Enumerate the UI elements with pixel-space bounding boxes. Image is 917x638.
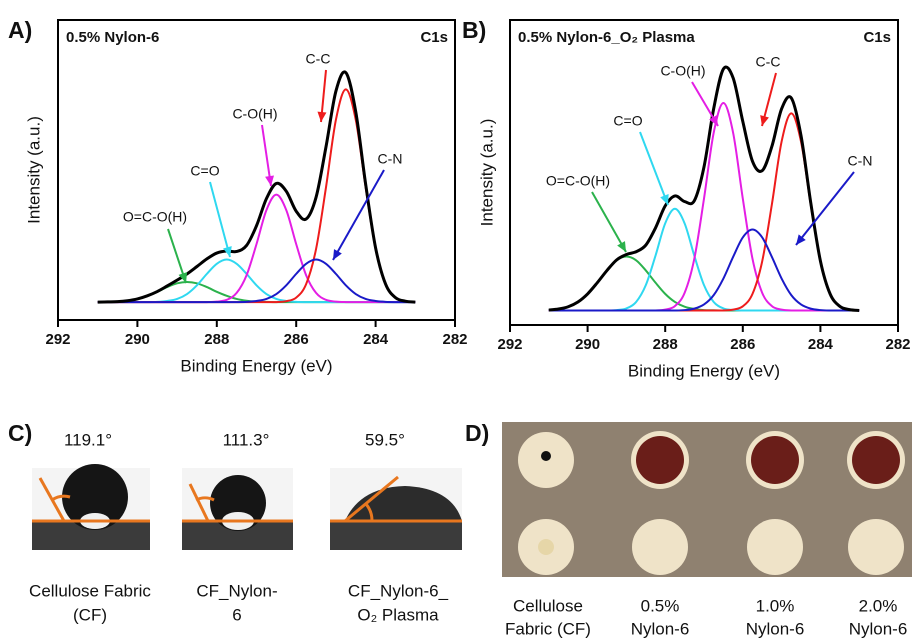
sample-caption: Fabric (CF) bbox=[505, 619, 591, 638]
x-tick-label: 292 bbox=[45, 331, 70, 348]
chart-title: 0.5% Nylon-6 bbox=[66, 29, 159, 46]
component-peak bbox=[97, 258, 416, 304]
peak-label: C-O(H) bbox=[660, 63, 705, 79]
peak-label: C-C bbox=[756, 54, 781, 70]
peak-label: C=O bbox=[613, 113, 642, 129]
annotation-arrow bbox=[209, 181, 231, 258]
annotation-arrowhead bbox=[796, 234, 806, 245]
sample-caption: 2.0% bbox=[859, 596, 898, 615]
x-tick-label: 292 bbox=[497, 336, 522, 353]
annotation-arrowhead bbox=[223, 246, 232, 257]
x-tick-label: 284 bbox=[363, 331, 389, 348]
x-tick-label: 282 bbox=[885, 336, 910, 353]
panel-label: A) bbox=[8, 17, 32, 43]
annotation-arrowhead bbox=[760, 115, 769, 126]
annotation-arrowhead bbox=[265, 175, 274, 186]
peak-label: O=C-O(H) bbox=[546, 173, 610, 189]
contact-angle-images bbox=[32, 464, 462, 550]
sample-caption: Cellulose bbox=[513, 596, 583, 615]
peak-label: C-O(H) bbox=[232, 106, 277, 122]
chart-note: C1s bbox=[420, 29, 448, 46]
y-axis-label: Intensity (a.u.) bbox=[477, 119, 496, 227]
annotation-arrowhead bbox=[333, 249, 342, 260]
x-tick-label: 286 bbox=[730, 336, 755, 353]
peak-label: C-N bbox=[378, 151, 403, 167]
sample-caption: 6 bbox=[232, 605, 241, 624]
x-tick-label: 290 bbox=[125, 331, 150, 348]
envelope-curve bbox=[548, 65, 860, 312]
sample-caption: O₂ Plasma bbox=[357, 605, 439, 624]
envelope-curve bbox=[97, 70, 416, 304]
contact-angle: 111.3° bbox=[223, 430, 270, 449]
sample-caption: 1.0% bbox=[756, 596, 795, 615]
peak-label: C=O bbox=[190, 163, 219, 179]
annotation-arrowhead bbox=[178, 272, 188, 283]
annotation-arrow bbox=[261, 124, 272, 187]
plot-frame bbox=[509, 19, 899, 326]
x-tick-label: 288 bbox=[204, 331, 229, 348]
annotation-arrow bbox=[591, 191, 627, 253]
x-tick-label: 288 bbox=[653, 336, 678, 353]
stain-photo bbox=[502, 422, 912, 577]
component-peak bbox=[548, 228, 860, 312]
sample-caption: CF_Nylon- bbox=[196, 581, 277, 600]
annotation-arrow bbox=[639, 131, 669, 206]
chart-note: C1s bbox=[863, 29, 891, 46]
contact-angle: 119.1° bbox=[64, 430, 112, 449]
sample-caption: 0.5% bbox=[641, 596, 680, 615]
x-tick-label: 282 bbox=[442, 331, 467, 348]
sample-caption: Nylon-6 bbox=[631, 619, 690, 638]
y-axis-label: Intensity (a.u.) bbox=[24, 116, 43, 224]
annotation-arrow bbox=[332, 169, 385, 261]
annotation-arrowhead bbox=[317, 111, 327, 122]
peak-label: C-N bbox=[848, 153, 873, 169]
panel-label: D) bbox=[465, 420, 489, 446]
sample-caption: Nylon-6 bbox=[746, 619, 805, 638]
sample-caption: (CF) bbox=[73, 605, 107, 624]
x-axis-label: Binding Energy (eV) bbox=[180, 356, 332, 375]
contact-angle: 59.5° bbox=[365, 430, 405, 449]
x-tick-label: 286 bbox=[284, 331, 309, 348]
x-tick-label: 284 bbox=[808, 336, 834, 353]
sample-caption: Cellulose Fabric bbox=[29, 581, 151, 600]
panel-label: C) bbox=[8, 420, 32, 446]
x-tick-label: 290 bbox=[575, 336, 600, 353]
x-axis-label: Binding Energy (eV) bbox=[628, 361, 780, 380]
peak-label: C-C bbox=[306, 51, 331, 67]
annotation-arrowhead bbox=[617, 241, 626, 252]
sample-caption: Nylon-6 bbox=[849, 619, 908, 638]
chart-title: 0.5% Nylon-6_O₂ Plasma bbox=[518, 29, 695, 46]
panel-label: B) bbox=[462, 17, 486, 43]
peak-label: O=C-O(H) bbox=[123, 209, 187, 225]
annotation-arrow bbox=[795, 171, 855, 246]
sample-caption: CF_Nylon-6_ bbox=[348, 581, 449, 600]
annotation-arrowhead bbox=[660, 194, 669, 205]
plot-frame bbox=[57, 19, 456, 321]
annotation-arrowhead bbox=[709, 115, 718, 126]
